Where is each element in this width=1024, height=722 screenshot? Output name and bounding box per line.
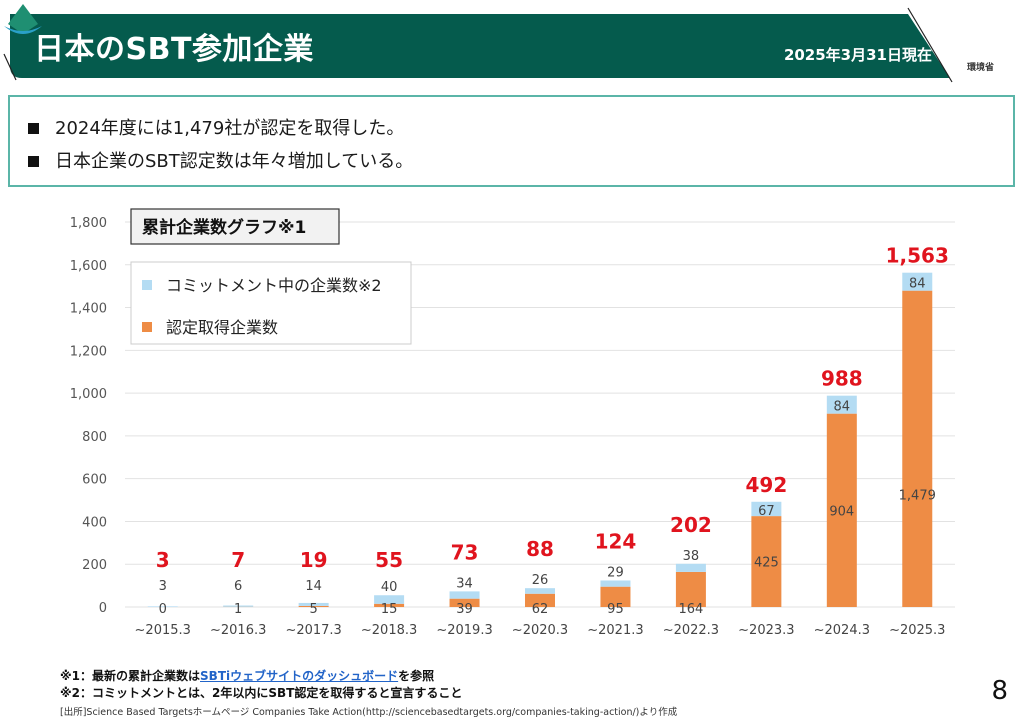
bar-certified — [751, 516, 782, 607]
x-tick-label: ~2023.3 — [738, 623, 794, 638]
total-label: 124 — [595, 529, 637, 553]
cumulative-companies-chart: 02004006008001,0001,2001,4001,6001,800~2… — [70, 208, 955, 638]
data-label-committed: 40 — [381, 580, 398, 595]
footnote-2: ※2：コミットメントとは、2年以内にSBT認定を取得すると宣言すること — [60, 686, 463, 700]
banner-shape — [3, 7, 953, 83]
data-label-certified: 62 — [532, 602, 549, 617]
bullet-icon — [28, 156, 39, 167]
x-tick-label: ~2021.3 — [587, 623, 643, 638]
x-tick-label: ~2024.3 — [814, 623, 870, 638]
data-label-committed: 34 — [456, 576, 473, 591]
x-tick-label: ~2025.3 — [889, 623, 945, 638]
data-label-certified: 904 — [829, 504, 854, 519]
data-label-committed: 6 — [234, 579, 242, 594]
data-label-committed: 84 — [909, 277, 926, 292]
total-label: 19 — [300, 548, 328, 572]
total-label: 55 — [375, 548, 403, 572]
y-tick-label: 1,600 — [70, 259, 107, 274]
legend-label-certified: 認定取得企業数 — [166, 318, 278, 337]
bar-committed — [751, 501, 782, 517]
logo-text: 環境省 — [967, 63, 995, 73]
data-label-committed: 26 — [532, 573, 549, 588]
y-tick-label: 1,400 — [70, 302, 107, 317]
bar-committed — [826, 395, 857, 414]
y-tick-label: 800 — [82, 430, 107, 445]
bar-committed — [600, 580, 631, 587]
data-label-certified: 5 — [309, 602, 317, 617]
bar-committed — [675, 563, 706, 572]
data-label-certified: 0 — [159, 602, 167, 617]
page-title: 日本のSBT参加企業 — [34, 32, 314, 67]
data-label-certified: 1,479 — [899, 488, 936, 503]
legend-swatch-committed — [142, 280, 152, 290]
ministry-logo-icon — [4, 4, 42, 34]
legend-label-committed: コミットメント中の企業数※2 — [166, 276, 382, 295]
chart-title: 累計企業数グラフ※1 — [142, 217, 306, 238]
data-label-committed: 67 — [758, 504, 775, 519]
x-tick-label: ~2020.3 — [512, 623, 568, 638]
legend-box — [130, 261, 412, 345]
total-label: 88 — [526, 537, 554, 561]
data-label-committed: 14 — [305, 579, 322, 594]
bar-committed — [374, 595, 405, 604]
bar-committed — [147, 606, 178, 607]
bar-committed — [223, 605, 254, 607]
total-label: 202 — [670, 513, 712, 537]
data-label-certified: 1 — [234, 602, 242, 617]
x-tick-label: ~2022.3 — [663, 623, 719, 638]
x-tick-label: ~2019.3 — [436, 623, 492, 638]
data-label-committed: 38 — [683, 549, 700, 564]
data-label-certified: 15 — [381, 602, 398, 617]
x-tick-label: ~2017.3 — [285, 623, 341, 638]
y-tick-label: 600 — [82, 473, 107, 488]
x-tick-label: ~2016.3 — [210, 623, 266, 638]
total-label: 492 — [745, 473, 787, 497]
bar-committed — [525, 588, 555, 594]
total-label: 988 — [821, 367, 863, 391]
bar-certified — [826, 413, 857, 607]
bar-certified — [675, 571, 706, 607]
y-tick-label: 1,800 — [70, 216, 107, 231]
bar-certified — [298, 605, 329, 607]
data-label-committed: 3 — [159, 579, 167, 594]
bullet-icon — [28, 123, 39, 134]
data-label-certified: 425 — [754, 556, 779, 571]
total-label: 7 — [231, 548, 245, 572]
bar-certified — [449, 598, 480, 607]
data-label-committed: 84 — [834, 400, 851, 415]
data-label-certified: 39 — [456, 602, 473, 617]
page-number: 8 — [991, 676, 1008, 706]
summary-bullet: 2024年度には1,479社が認定を取得した。 — [28, 112, 413, 145]
footnote-1: ※1：最新の累計企業数はSBTiウェブサイトのダッシュボードを参照 — [60, 669, 435, 683]
y-tick-label: 400 — [82, 515, 107, 530]
summary-box: 2024年度には1,479社が認定を取得した。 日本企業のSBT認定数は年々増加… — [8, 95, 1015, 187]
legend-swatch-certified — [142, 322, 152, 332]
y-tick-label: 1,000 — [70, 387, 107, 402]
as-of-date: 2025年3月31日現在 — [783, 46, 932, 64]
bar-certified — [600, 586, 631, 607]
chart-title-box — [130, 208, 340, 245]
x-tick-label: ~2018.3 — [361, 623, 417, 638]
y-tick-label: 200 — [82, 558, 107, 573]
bar-certified — [902, 290, 933, 607]
total-label: 1,563 — [886, 244, 949, 268]
source-note: [出所]Science Based Targetsホームページ Companie… — [60, 707, 678, 718]
bar-certified — [374, 603, 405, 607]
total-label: 3 — [156, 548, 170, 572]
dashboard-link[interactable]: SBTiウェブサイトのダッシュボード — [200, 669, 399, 683]
summary-bullet: 日本企業のSBT認定数は年々増加している。 — [28, 145, 413, 178]
bar-committed — [449, 591, 480, 599]
bar-certified — [525, 593, 555, 607]
y-tick-label: 1,200 — [70, 344, 107, 359]
bar-committed — [298, 602, 329, 606]
header-banner: 日本のSBT参加企業 2025年3月31日現在 環境省 — [0, 0, 1024, 90]
data-label-certified: 95 — [607, 602, 624, 617]
y-tick-label: 0 — [99, 601, 107, 616]
x-tick-label: ~2015.3 — [135, 623, 191, 638]
data-label-committed: 29 — [607, 565, 624, 580]
bar-committed — [902, 272, 933, 291]
total-label: 73 — [451, 540, 479, 564]
data-label-certified: 164 — [678, 602, 703, 617]
footnotes: ※1：最新の累計企業数はSBTiウェブサイトのダッシュボードを参照 ※2：コミッ… — [60, 668, 462, 702]
